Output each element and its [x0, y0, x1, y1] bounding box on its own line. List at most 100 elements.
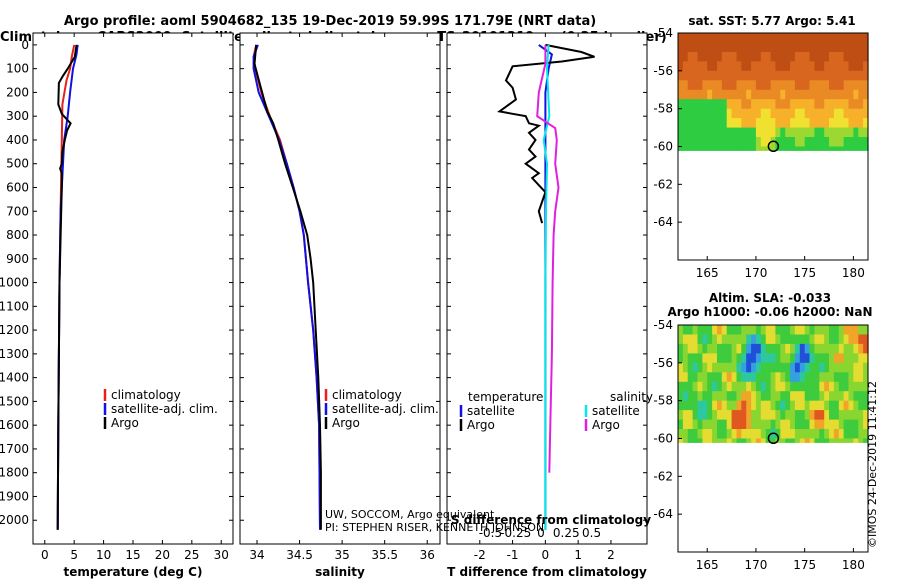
sst_map-cell [804, 89, 811, 100]
sla_map-cell [848, 410, 854, 421]
sst_map-cell [731, 33, 738, 44]
difference-xlabel: T difference from climatology [447, 565, 647, 579]
salinity-plot-frame [239, 32, 441, 545]
sst_map-cell [697, 51, 703, 62]
sst_map-cell [809, 89, 815, 100]
sla_map-cell [838, 372, 845, 383]
sst_map-cell [829, 80, 835, 91]
sst_map-cell [809, 118, 815, 129]
sla_map-cell [751, 381, 757, 392]
sla_map-cell [853, 429, 859, 440]
credit-line: UW, SOCCOM, Argo equivalent [325, 508, 495, 521]
sst_map-cell [853, 127, 859, 138]
sla_map-cell [765, 353, 772, 364]
sla_map-cell [746, 334, 752, 345]
sst_map-cell [819, 89, 825, 100]
sst_map-cell [858, 42, 864, 53]
sla_map-cell [751, 372, 757, 383]
sla_map-cell [838, 334, 845, 345]
sst_map-cell [736, 99, 742, 110]
sla_map-cell [858, 438, 864, 443]
sst_map-cell [702, 127, 708, 138]
sst_map-cell [741, 137, 747, 148]
sst_map-grid [678, 33, 869, 151]
sst_map-cell [741, 42, 747, 53]
sst_map-cell [697, 108, 703, 119]
sla_map-cell [736, 391, 742, 402]
sst_map-cell [736, 127, 742, 138]
sst_map-cell [717, 80, 723, 91]
sla_map-cell [707, 353, 713, 364]
sst_map-cell [678, 89, 684, 100]
sst_map-cell [712, 61, 718, 72]
sst_map-cell [814, 42, 820, 53]
sla_map-cell [853, 353, 859, 364]
sst_map-cell [799, 146, 806, 151]
sla_map-cell [731, 334, 738, 345]
sst_map-cell [843, 33, 850, 44]
sst_map-cell [833, 80, 840, 91]
sla_map-cell [721, 343, 728, 354]
sla_map-cell [853, 400, 859, 411]
sst_map-cell [863, 33, 869, 44]
sst_map-cell [736, 118, 742, 129]
sla_map-cell [833, 381, 840, 392]
sst_map-cell [707, 42, 713, 53]
sst_map-cell [707, 70, 713, 81]
sla_map-cell [770, 381, 777, 392]
sla_map-cell [726, 362, 733, 373]
sla_map-cell [848, 438, 854, 443]
sla_map-cell [765, 343, 772, 354]
sla_map-cell [687, 325, 694, 336]
sla_map-cell [755, 391, 762, 402]
salinity-series-argo [253, 44, 322, 530]
sst_map-cell [707, 61, 713, 72]
sst_map-cell [863, 89, 869, 100]
sst_map-cell [765, 61, 772, 72]
sla_map-cell [843, 353, 850, 364]
sla_map-cell [731, 391, 738, 402]
sst_map-cell [775, 127, 781, 138]
sla_map-cell [799, 438, 806, 443]
sst_map-cell [853, 61, 859, 72]
sla_map-cell [814, 391, 820, 402]
sla_map-cell [687, 353, 694, 364]
sla_map-cell [697, 381, 703, 392]
sla_map-cell [707, 391, 713, 402]
sla_map-cell [702, 400, 708, 411]
sla_map-cell [736, 343, 742, 354]
sla_map-cell [717, 362, 723, 373]
sst_map-cell [731, 89, 738, 100]
sst_map-cell [824, 42, 830, 53]
sla_map-cell [790, 410, 796, 421]
sla_map-cell [853, 372, 859, 383]
sla_map-cell [863, 334, 869, 345]
difference-secondary-tick-label: -0.25 [500, 526, 531, 540]
sla_map-cell [760, 343, 767, 354]
sst_map-cell [829, 118, 835, 129]
sla_map-cell [785, 400, 791, 411]
sst_map-cell [829, 99, 835, 110]
sst_map-argo-marker [767, 140, 780, 153]
temperature-legend-label: satellite-adj. clim. [111, 402, 218, 416]
sla_map-cell [785, 343, 791, 354]
sst_map-cell [785, 99, 791, 110]
sst_map-cell [853, 89, 859, 100]
sla_map-cell [760, 410, 767, 421]
sst_map-cell [824, 70, 830, 81]
sla_map-cell [814, 325, 820, 336]
sla_map-cell [780, 353, 786, 364]
sla_map-cell [760, 419, 767, 430]
sst_map-cell [824, 108, 830, 119]
sla_map-cell [814, 334, 820, 345]
sst_map-cell [804, 99, 811, 110]
sla_map-cell [726, 429, 733, 440]
sst_map-cell [794, 146, 801, 151]
sst_map-cell [741, 80, 747, 91]
sla_map-cell [697, 362, 703, 373]
sla_map-cell [843, 334, 850, 345]
sst_map-cell [780, 42, 786, 53]
sst_map-cell [731, 108, 738, 119]
sst_map-cell [712, 118, 718, 129]
sst_map-cell [770, 70, 777, 81]
